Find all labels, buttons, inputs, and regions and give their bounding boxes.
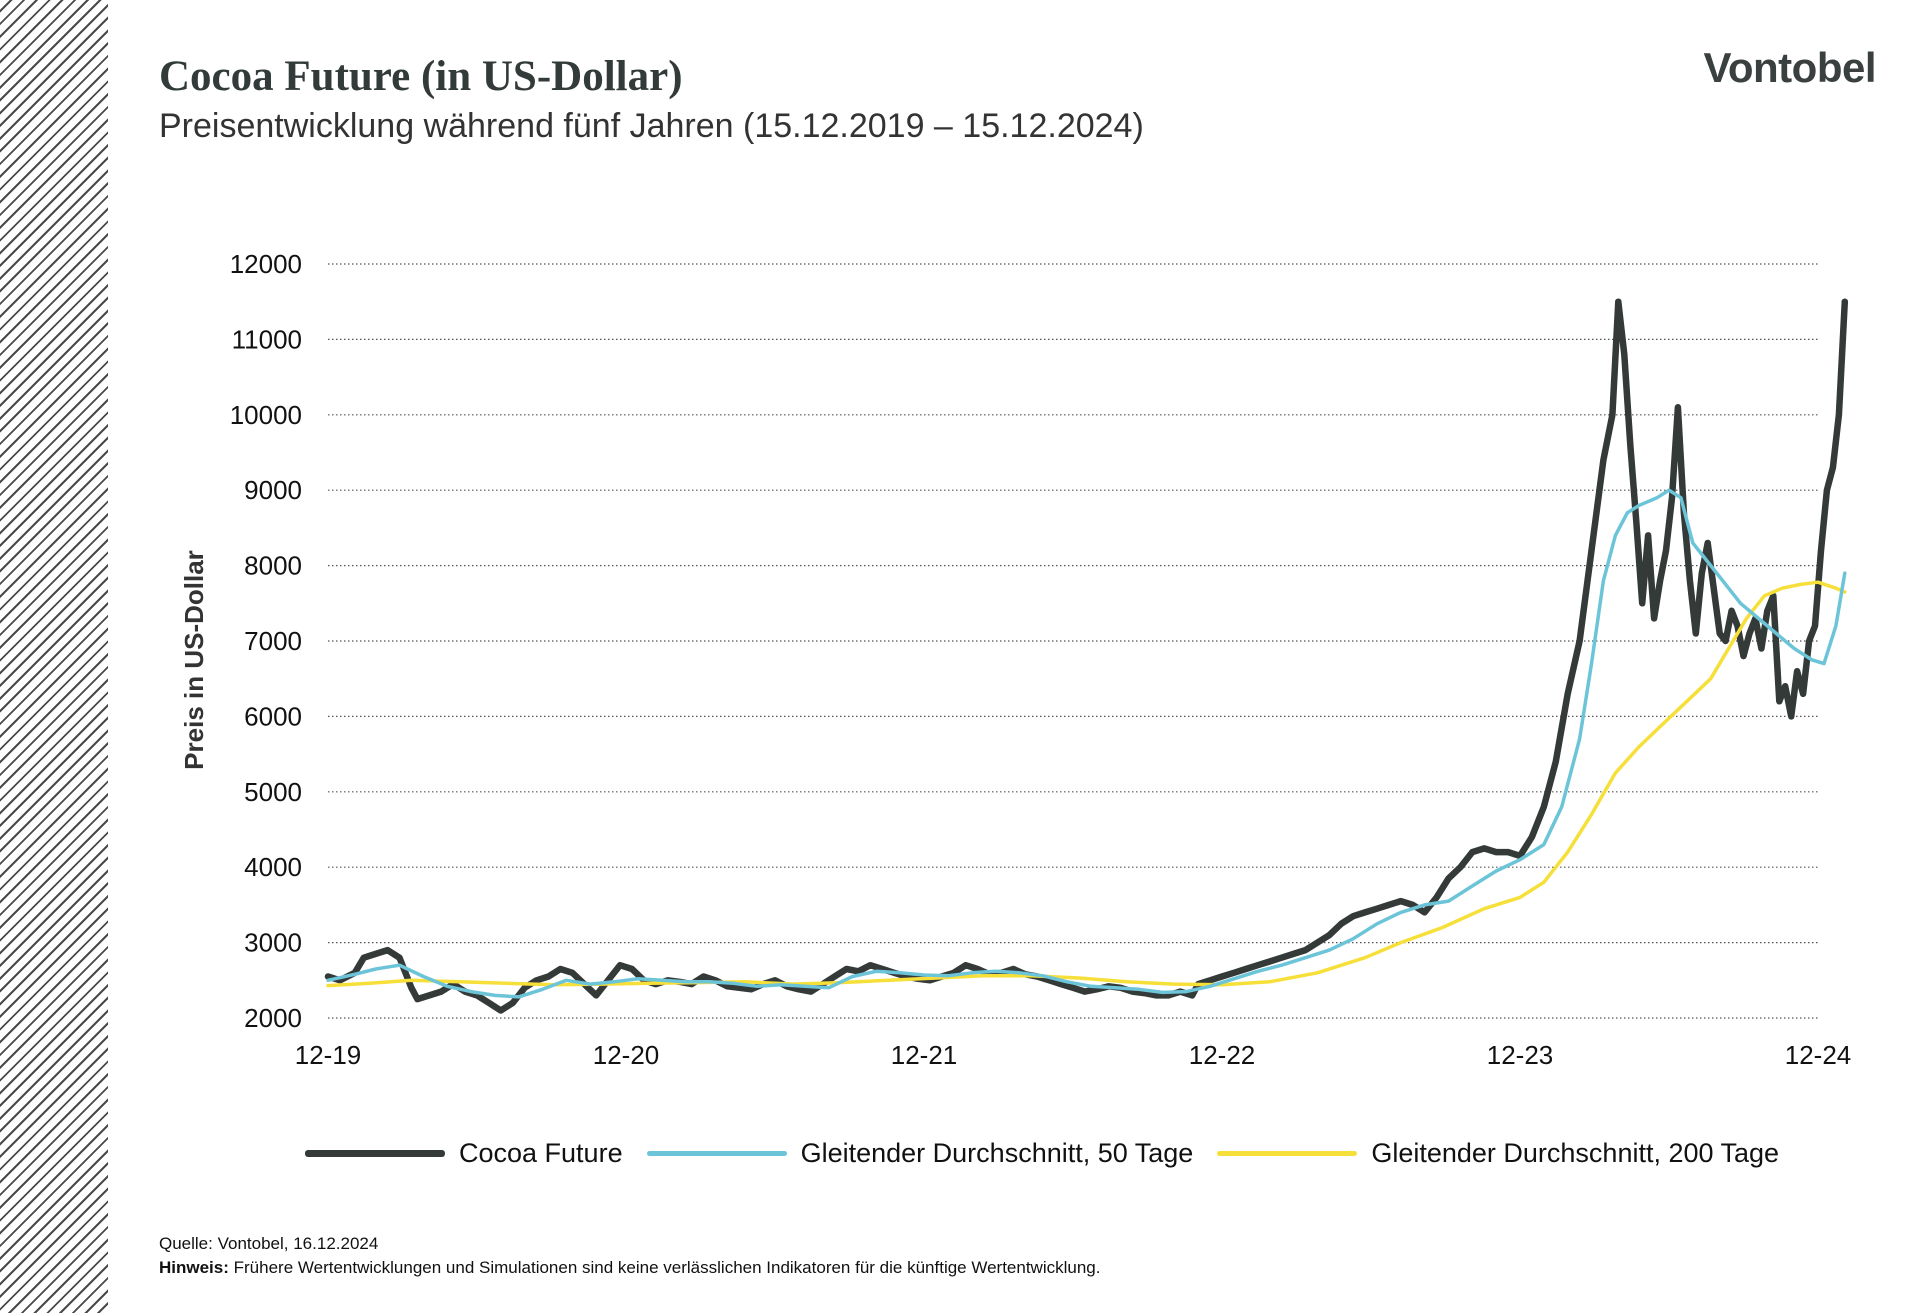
legend-item-ma200: Gleitender Durchschnitt, 200 Tage	[1217, 1138, 1779, 1169]
legend-swatch-ma50	[646, 1151, 787, 1156]
x-axis-ticks: 12-19 12-20 12-21 12-22 12-23 12-24	[295, 1040, 1852, 1070]
chart-title: Cocoa Future (in US-Dollar)	[159, 53, 683, 100]
x-tick-label-12-20: 12-20	[593, 1040, 660, 1070]
source-text: Vontobel, 16.12.2024	[217, 1234, 379, 1253]
y-tick-label-7000: 7000	[244, 626, 302, 656]
legend-item-ma50: Gleitender Durchschnitt, 50 Tage	[646, 1138, 1194, 1169]
grid-lines	[328, 263, 1818, 1019]
series-ma-200	[326, 580, 1847, 988]
note-label: Hinweis:	[159, 1258, 229, 1277]
x-tick-label-12-21: 12-21	[891, 1040, 958, 1070]
y-tick-label-6000: 6000	[244, 701, 302, 731]
series-ma-50	[326, 488, 1847, 999]
x-tick-label-12-23: 12-23	[1487, 1040, 1554, 1070]
series-cocoa-future	[324, 298, 1849, 1014]
source-line: Quelle: Vontobel, 16.12.2024	[159, 1232, 1100, 1256]
vontobel-logo: Vontobel	[1703, 44, 1876, 91]
y-tick-label-9000: 9000	[244, 475, 302, 505]
legend-swatch-ma200	[1217, 1151, 1358, 1156]
legend: Cocoa Future Gleitender Durchschnitt, 50…	[305, 1138, 1803, 1169]
y-tick-label-4000: 4000	[244, 852, 302, 882]
y-tick-label-11000: 11000	[232, 324, 302, 354]
footer: Quelle: Vontobel, 16.12.2024 Hinweis: Fr…	[159, 1232, 1100, 1280]
legend-label-ma50: Gleitender Durchschnitt, 50 Tage	[800, 1138, 1194, 1168]
note-line: Hinweis: Frühere Wertentwicklungen und S…	[159, 1256, 1100, 1280]
x-tick-label-12-19: 12-19	[295, 1040, 362, 1070]
legend-label-ma200: Gleitender Durchschnitt, 200 Tage	[1371, 1138, 1780, 1168]
y-axis-label: Preis in US-Dollar	[179, 550, 209, 770]
source-label: Quelle:	[159, 1234, 213, 1253]
legend-swatch-cocoa	[305, 1150, 445, 1157]
x-tick-label-12-24: 12-24	[1785, 1040, 1852, 1070]
y-tick-label-12000: 12000	[230, 249, 302, 279]
x-tick-label-12-22: 12-22	[1189, 1040, 1256, 1070]
y-tick-label-5000: 5000	[244, 777, 302, 807]
chart-subtitle: Preisentwicklung während fünf Jahren (15…	[159, 107, 1144, 145]
y-axis-ticks: 2000 3000 4000 5000 6000 7000 8000 9000 10000 110…	[230, 249, 302, 1033]
note-text: Frühere Wertentwicklungen und Simulation…	[233, 1258, 1101, 1277]
decorative-hatch-stripe	[0, 0, 108, 1313]
y-tick-label-3000: 3000	[244, 928, 302, 958]
legend-item-cocoa: Cocoa Future	[305, 1138, 623, 1169]
series-lines	[324, 298, 1849, 1014]
legend-label-cocoa: Cocoa Future	[459, 1138, 623, 1168]
y-tick-label-2000: 2000	[244, 1003, 302, 1033]
y-tick-label-10000: 10000	[230, 400, 302, 430]
y-tick-label-8000: 8000	[244, 551, 302, 581]
